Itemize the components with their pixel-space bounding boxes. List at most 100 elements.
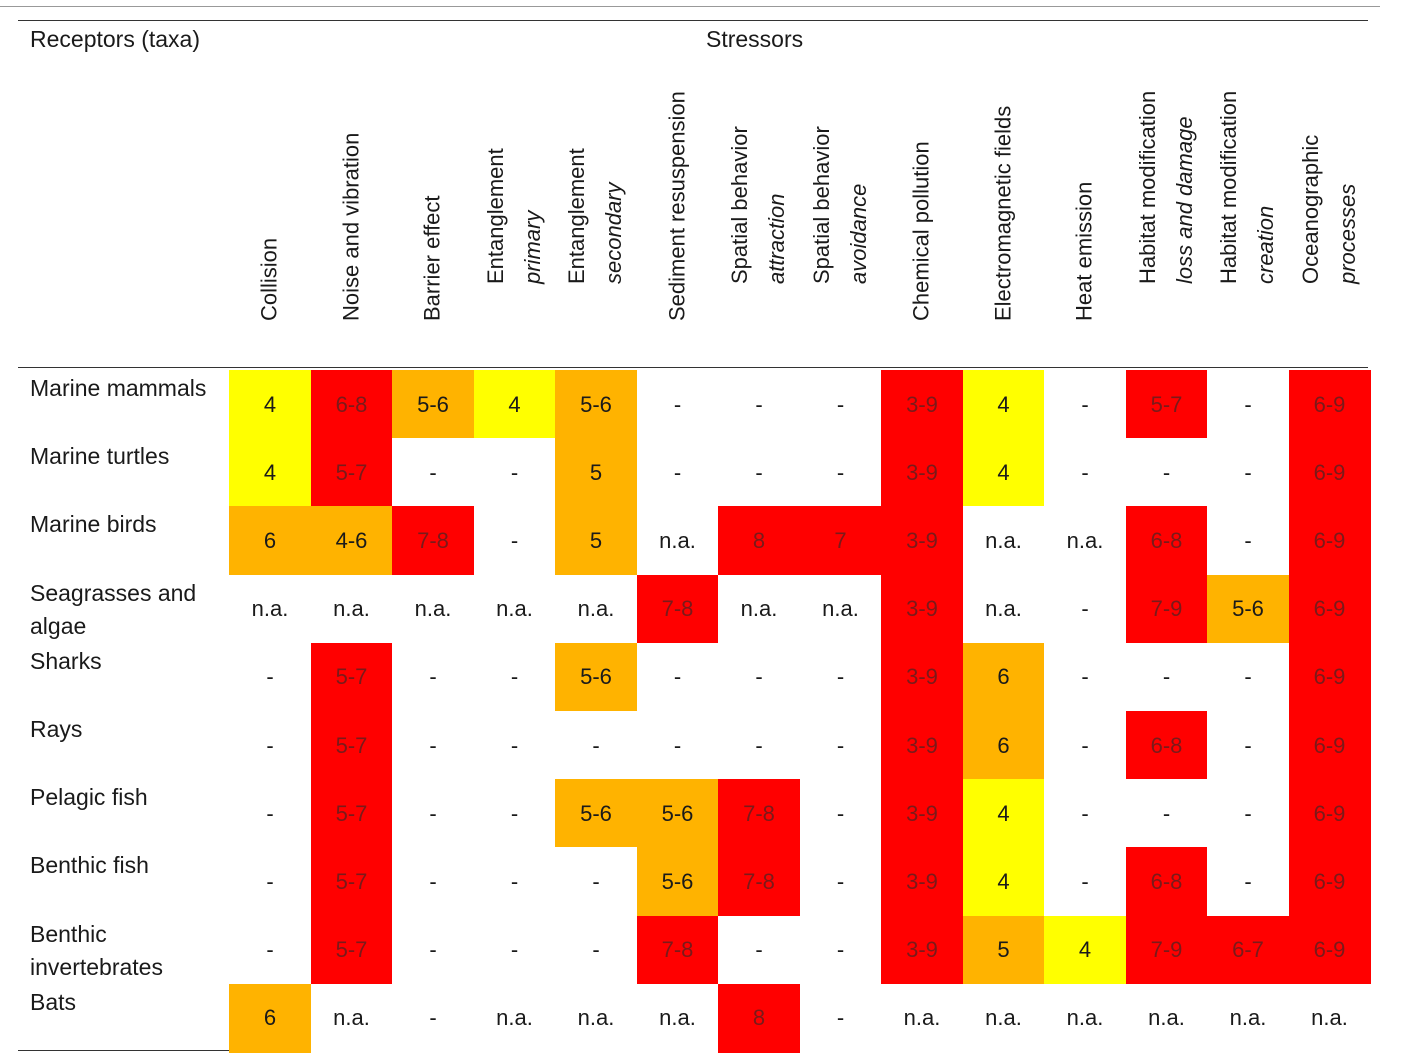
table-cell: - [1044,370,1126,439]
table-cell: - [473,847,556,917]
receptor-label: Rays [30,716,83,742]
table-cell: 6-8 [310,370,393,439]
table-cell: - [1044,711,1126,780]
table-cell: - [473,642,556,712]
stressor-label-line1: Habitat modification [1216,90,1241,284]
table-cell: - [718,711,800,780]
stressor-header-1: Noise and vibration [311,68,391,358]
table-cell: 3-9 [881,779,963,849]
table-cell: 5-7 [310,642,393,712]
table-cell: - [229,915,311,985]
stressor-label-line1: Entanglement [482,148,508,284]
stressor-label: Spatial behavior attraction [721,126,795,284]
table-cell: 6-8 [1125,847,1208,917]
table-cell: n.a. [555,983,637,1053]
table-cell: 5-6 [1207,574,1289,644]
table-cell: n.a. [1207,983,1289,1053]
table-cell: n.a. [555,574,637,644]
table-cell: - [392,983,474,1053]
stressor-header-7: Spatial behavior avoidance [800,68,880,358]
table-cell: 6-9 [1288,847,1371,917]
stressor-label-line1: Habitat modification [1134,90,1160,284]
table-cell: 6-9 [1288,779,1371,849]
table-cell: 5 [555,438,637,508]
receptor-label: Marine birds [30,511,157,538]
table-cell: n.a. [799,574,882,644]
table-cell: 6 [229,506,311,576]
table-cell: - [718,642,800,712]
stressor-header-9: Electromagnetic fields [963,68,1043,358]
table-cell: n.a. [718,574,800,644]
stressor-label-line2: loss and damage [1171,116,1197,284]
table-cell: n.a. [962,983,1045,1053]
table-cell: 5-6 [555,642,637,712]
table-cell: n.a. [310,983,393,1053]
table-cell: - [229,711,311,780]
table-cell: n.a. [636,983,719,1053]
stressor-label: Heat emission [1066,182,1103,321]
table-cell: 5-7 [310,915,393,985]
stressor-header-5: Sediment resuspension [637,68,717,358]
stressor-label-line1: Electromagnetic fields [990,105,1015,321]
stressor-label-line1: Heat emission [1071,181,1097,321]
table-cell: n.a. [1044,983,1126,1053]
table-cell: - [636,370,719,439]
table-cell: - [636,642,719,712]
table-cell: 4 [229,370,311,439]
table-cell: 8 [718,983,800,1053]
table-cell: - [473,915,556,985]
table-cell: 5-6 [636,847,719,917]
stressor-label-line1: Spatial behavior [808,126,834,284]
table-cell: 7-8 [392,506,474,576]
table-cell: 7-8 [636,915,719,985]
top-rule [18,20,1368,21]
table-cell: - [473,506,556,576]
receptor-label: Benthic fish [30,852,149,879]
table-cell: 5-7 [310,438,393,508]
stressor-label-line2: processes [1334,183,1360,284]
table-cell: - [1125,642,1208,712]
receptor-label: Bats [30,988,77,1015]
table-cell: n.a. [962,506,1045,576]
table-cell: - [799,779,882,849]
receptor-label: Marine turtles [30,443,170,470]
table-cell: - [1044,438,1126,508]
stressor-label-line2: primary [519,210,545,284]
table-cell: 6 [962,642,1045,712]
stressor-header-3: Entanglement primary [474,68,554,358]
table-cell: - [1207,506,1289,576]
table-cell: 3-9 [881,711,963,780]
table-cell: - [1207,847,1289,917]
table-cell: 6-8 [1125,506,1208,576]
table-cell: 5 [962,915,1045,985]
stressor-label: Sediment resuspension [658,91,695,321]
table-cell: 5-7 [310,779,393,849]
table-cell: - [392,779,474,849]
table-cell: - [799,711,882,780]
table-cell: - [1044,847,1126,917]
table-cell: - [718,915,800,985]
table-cell: 6-9 [1288,915,1371,985]
table-cell: 7-9 [1125,915,1208,985]
stressor-header-13: Oceanographic processes [1289,68,1369,358]
table-cell: 6 [229,983,311,1053]
table-cell: n.a. [392,574,474,644]
table-cell: - [229,779,311,849]
receptor-label: Seagrasses and algae [30,579,197,639]
stressor-label: Noise and vibration [332,133,369,321]
stressor-label-line1: Barrier effect [419,195,445,321]
receptor-label: Marine mammals [30,375,207,401]
table-cell: - [636,711,719,780]
table-cell: 5-7 [310,711,393,780]
table-cell: 3-9 [881,506,963,576]
stressor-header-4: Entanglement secondary [555,68,635,358]
table-cell: 4 [473,370,556,439]
table-cell: 5 [555,506,637,576]
table-cell: 5-6 [636,779,719,849]
table-cell: 6-9 [1288,506,1371,576]
table-cell: - [392,642,474,712]
table-cell: - [473,711,556,780]
table-cell: - [799,438,882,508]
table-cell: - [392,711,474,780]
table-cell: - [799,370,882,439]
